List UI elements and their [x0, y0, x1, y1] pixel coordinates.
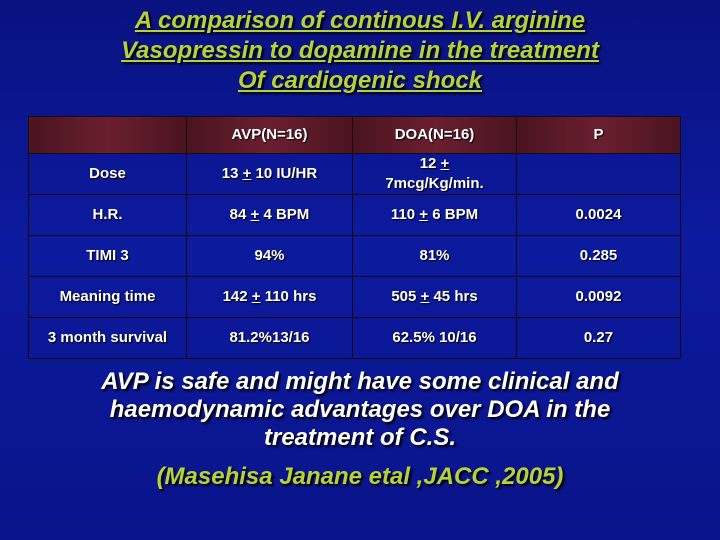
doa-cell: 62.5% 10/16 — [352, 317, 517, 359]
table-row: Dose 13 + 10 IU/HR 12 +7mcg/Kg/min. — [28, 153, 681, 195]
header-doa: DOA(N=16) — [352, 116, 517, 154]
table-row: H.R. 84 + 4 BPM 110 + 6 BPM 0.0024 — [28, 194, 681, 236]
comparison-table: AVP(N=16) DOA(N=16) P Dose 13 + 10 IU/HR… — [28, 116, 681, 359]
avp-cell: 81.2%13/16 — [186, 317, 353, 359]
conclusion-text: AVP is safe and might have some clinical… — [0, 368, 720, 452]
p-cell: 0.285 — [516, 235, 681, 277]
row-label: H.R. — [28, 194, 187, 236]
conclusion-line: haemodynamic advantages over DOA in the — [109, 396, 611, 423]
avp-cell: 94% — [186, 235, 353, 277]
doa-cell: 110 + 6 BPM — [352, 194, 517, 236]
row-label: 3 month survival — [28, 317, 187, 359]
title-line: Vasopressin to dopamine in the treatment — [121, 37, 599, 64]
title-line: Of cardiogenic shock — [237, 67, 483, 94]
row-label: Dose — [28, 153, 187, 195]
header-p: P — [516, 116, 681, 154]
row-label: Meaning time — [28, 276, 187, 318]
table-header-row: AVP(N=16) DOA(N=16) P — [28, 116, 681, 154]
conclusion-line: treatment of C.S. — [263, 424, 457, 451]
p-cell: 0.27 — [516, 317, 681, 359]
header-avp: AVP(N=16) — [186, 116, 353, 154]
header-empty — [28, 116, 187, 154]
doa-cell: 12 +7mcg/Kg/min. — [352, 153, 517, 195]
doa-cell: 81% — [352, 235, 517, 277]
conclusion-line: AVP is safe and might have some clinical… — [101, 368, 619, 395]
doa-cell: 505 + 45 hrs — [352, 276, 517, 318]
avp-cell: 13 + 10 IU/HR — [186, 153, 353, 195]
p-cell — [516, 153, 681, 195]
avp-cell: 84 + 4 BPM — [186, 194, 353, 236]
p-cell: 0.0024 — [516, 194, 681, 236]
row-label: TIMI 3 — [28, 235, 187, 277]
avp-cell: 142 + 110 hrs — [186, 276, 353, 318]
table-row: 3 month survival 81.2%13/16 62.5% 10/16 … — [28, 317, 681, 359]
slide-title: A comparison of continous I.V. arginine … — [0, 6, 720, 96]
p-cell: 0.0092 — [516, 276, 681, 318]
title-line: A comparison of continous I.V. arginine — [134, 7, 586, 34]
table-row: Meaning time 142 + 110 hrs 505 + 45 hrs … — [28, 276, 681, 318]
citation: (Masehisa Janane etal ,JACC ,2005) — [156, 463, 564, 490]
table-row: TIMI 3 94% 81% 0.285 — [28, 235, 681, 277]
